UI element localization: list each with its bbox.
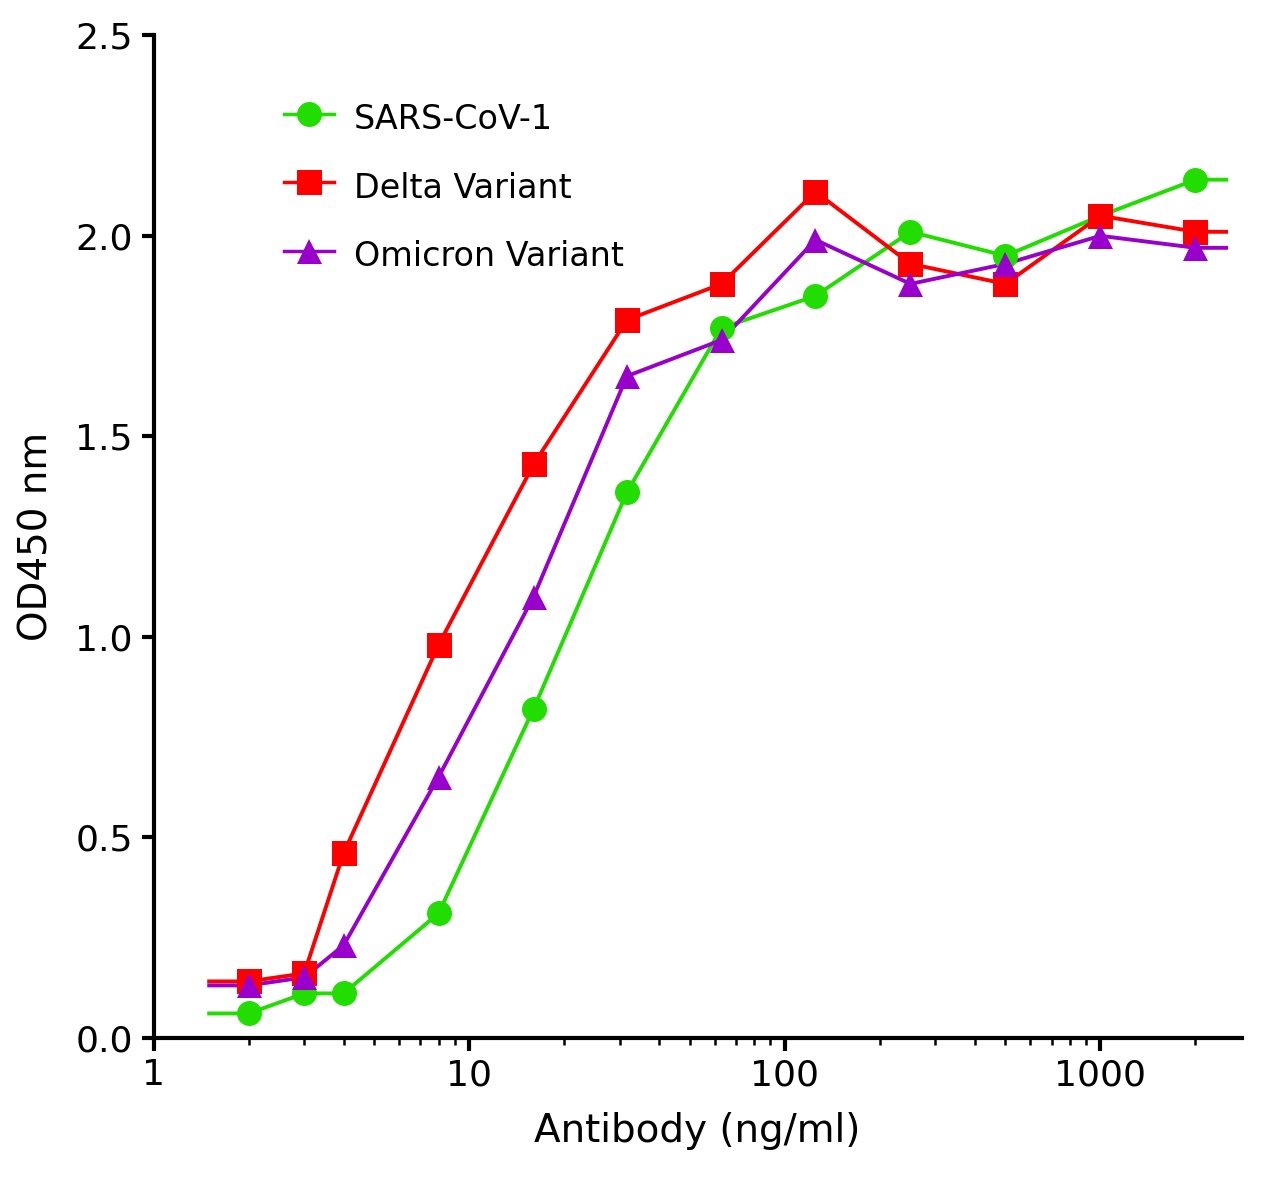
Omicron Variant	[335, 938, 351, 953]
Delta Variant	[998, 277, 1014, 291]
SARS-CoV-1	[714, 321, 730, 335]
Delta Variant	[902, 257, 918, 271]
SARS-CoV-1	[241, 1007, 256, 1021]
SARS-CoV-1	[526, 702, 541, 716]
SARS-CoV-1	[808, 289, 823, 303]
Omicron Variant	[1188, 241, 1203, 255]
Line: Delta Variant: Delta Variant	[236, 179, 1208, 994]
SARS-CoV-1	[335, 987, 351, 1001]
Delta Variant	[526, 457, 541, 472]
SARS-CoV-1	[620, 486, 635, 500]
SARS-CoV-1	[431, 907, 447, 921]
Delta Variant	[808, 185, 823, 199]
Legend: SARS-CoV-1, Delta Variant, Omicron Variant: SARS-CoV-1, Delta Variant, Omicron Varia…	[257, 72, 650, 301]
Omicron Variant	[902, 277, 918, 291]
Delta Variant	[714, 277, 730, 291]
Omicron Variant	[526, 590, 541, 604]
Omicron Variant	[1093, 229, 1108, 243]
SARS-CoV-1	[297, 987, 312, 1001]
SARS-CoV-1	[1093, 209, 1108, 223]
Omicron Variant	[241, 979, 256, 993]
Delta Variant	[1093, 209, 1108, 223]
Omicron Variant	[297, 970, 312, 984]
X-axis label: Antibody (ng/ml): Antibody (ng/ml)	[535, 1112, 860, 1150]
Delta Variant	[297, 967, 312, 981]
Y-axis label: OD450 nm: OD450 nm	[18, 432, 56, 641]
SARS-CoV-1	[902, 225, 918, 239]
Delta Variant	[431, 638, 447, 652]
Delta Variant	[1188, 225, 1203, 239]
Omicron Variant	[431, 770, 447, 784]
Line: SARS-CoV-1: SARS-CoV-1	[236, 167, 1208, 1026]
Omicron Variant	[714, 332, 730, 347]
Delta Variant	[241, 974, 256, 988]
Omicron Variant	[998, 257, 1014, 271]
Omicron Variant	[620, 369, 635, 383]
Delta Variant	[335, 847, 351, 861]
Omicron Variant	[808, 232, 823, 246]
SARS-CoV-1	[1188, 172, 1203, 186]
SARS-CoV-1	[998, 249, 1014, 263]
Delta Variant	[620, 312, 635, 327]
Line: Omicron Variant: Omicron Variant	[236, 223, 1208, 997]
